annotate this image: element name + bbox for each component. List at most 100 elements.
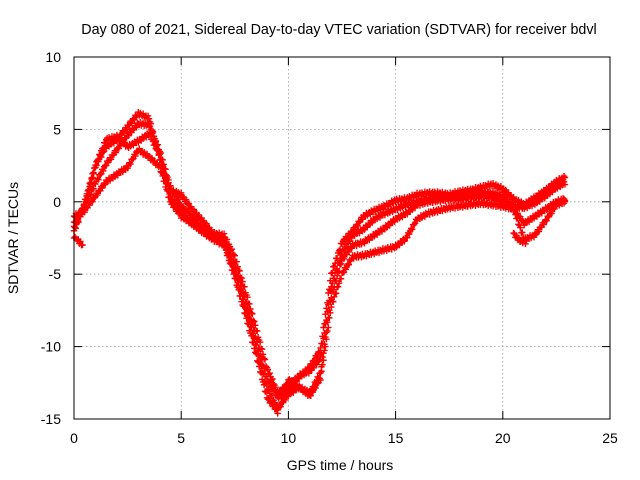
data-point <box>404 234 411 241</box>
data-point <box>89 198 96 205</box>
x-tick-label: 25 <box>602 430 618 446</box>
data-point <box>96 151 103 158</box>
series-track-4 <box>70 145 569 417</box>
data-point <box>150 141 158 149</box>
data-point <box>220 243 228 250</box>
data-point <box>77 238 84 245</box>
data-point <box>262 388 270 396</box>
data-point <box>312 384 319 392</box>
data-point <box>254 357 261 364</box>
data-point <box>94 175 101 182</box>
data-point <box>243 314 250 322</box>
data-point <box>279 395 286 403</box>
data-point <box>561 174 569 181</box>
data-point <box>340 255 348 263</box>
data-point <box>146 130 154 138</box>
data-point <box>158 169 165 176</box>
data-point <box>274 410 281 417</box>
data-point <box>342 266 350 273</box>
data-point <box>203 220 210 227</box>
data-point <box>229 267 237 274</box>
data-point <box>305 370 313 377</box>
y-tick-labels: -15 -10 -5 0 5 10 <box>41 49 61 427</box>
data-point <box>84 192 91 199</box>
data-point <box>388 219 395 227</box>
data-point <box>275 404 282 411</box>
data-point <box>248 323 255 331</box>
data-point <box>543 217 550 225</box>
data-point <box>519 229 526 236</box>
data-point <box>251 345 258 352</box>
data-points <box>70 108 569 417</box>
data-point <box>331 293 338 301</box>
data-point <box>314 380 321 387</box>
data-point <box>561 198 569 205</box>
y-tick-label: 0 <box>53 194 61 210</box>
data-point <box>252 349 259 356</box>
data-point <box>523 237 530 245</box>
data-point <box>129 156 136 163</box>
data-point <box>512 211 519 218</box>
data-point <box>97 171 104 178</box>
data-point <box>270 401 277 408</box>
y-tick-label: 10 <box>45 49 61 65</box>
y-tick-label: -10 <box>41 339 61 355</box>
data-point <box>354 222 361 230</box>
data-point <box>154 146 162 154</box>
y-axis-label: SDTVAR / TECUs <box>5 182 21 294</box>
data-point <box>268 392 276 399</box>
data-point <box>100 144 107 152</box>
data-point <box>328 294 335 301</box>
data-point <box>144 112 152 119</box>
data-point <box>345 248 353 256</box>
data-point <box>328 303 335 311</box>
data-point <box>406 230 413 238</box>
data-point <box>241 283 248 290</box>
data-point <box>237 292 244 300</box>
data-point <box>190 206 198 213</box>
data-point <box>132 152 139 160</box>
data-point <box>258 355 266 363</box>
data-point <box>226 259 234 267</box>
data-point <box>107 156 115 163</box>
data-point <box>282 396 289 404</box>
data-point <box>113 131 121 139</box>
data-point <box>253 350 260 357</box>
y-tick-label: -5 <box>49 266 62 282</box>
data-point <box>126 159 133 166</box>
data-point <box>255 363 263 370</box>
data-point <box>182 196 190 203</box>
data-point <box>292 381 300 388</box>
data-point <box>156 162 163 169</box>
data-point <box>295 382 303 389</box>
data-point <box>100 167 107 175</box>
data-point <box>332 289 340 297</box>
data-point <box>244 294 251 301</box>
data-point <box>91 194 98 202</box>
data-point <box>326 314 333 322</box>
data-point <box>91 164 98 172</box>
data-point <box>174 206 181 213</box>
data-point <box>148 154 156 162</box>
data-point <box>145 115 153 122</box>
data-point <box>222 246 230 254</box>
data-point <box>79 241 86 249</box>
data-point <box>509 204 516 211</box>
y-tick-label: 5 <box>53 121 61 137</box>
data-point <box>336 261 344 268</box>
data-point <box>175 196 182 203</box>
data-point <box>239 301 246 309</box>
data-point <box>256 368 264 376</box>
data-point <box>248 332 255 340</box>
data-point <box>179 203 187 210</box>
data-point <box>325 324 332 331</box>
data-point <box>514 215 521 222</box>
data-point <box>337 275 345 283</box>
data-point <box>161 177 168 185</box>
data-point <box>171 203 178 210</box>
data-point <box>322 343 329 350</box>
data-point <box>281 387 288 395</box>
data-point <box>195 211 202 219</box>
